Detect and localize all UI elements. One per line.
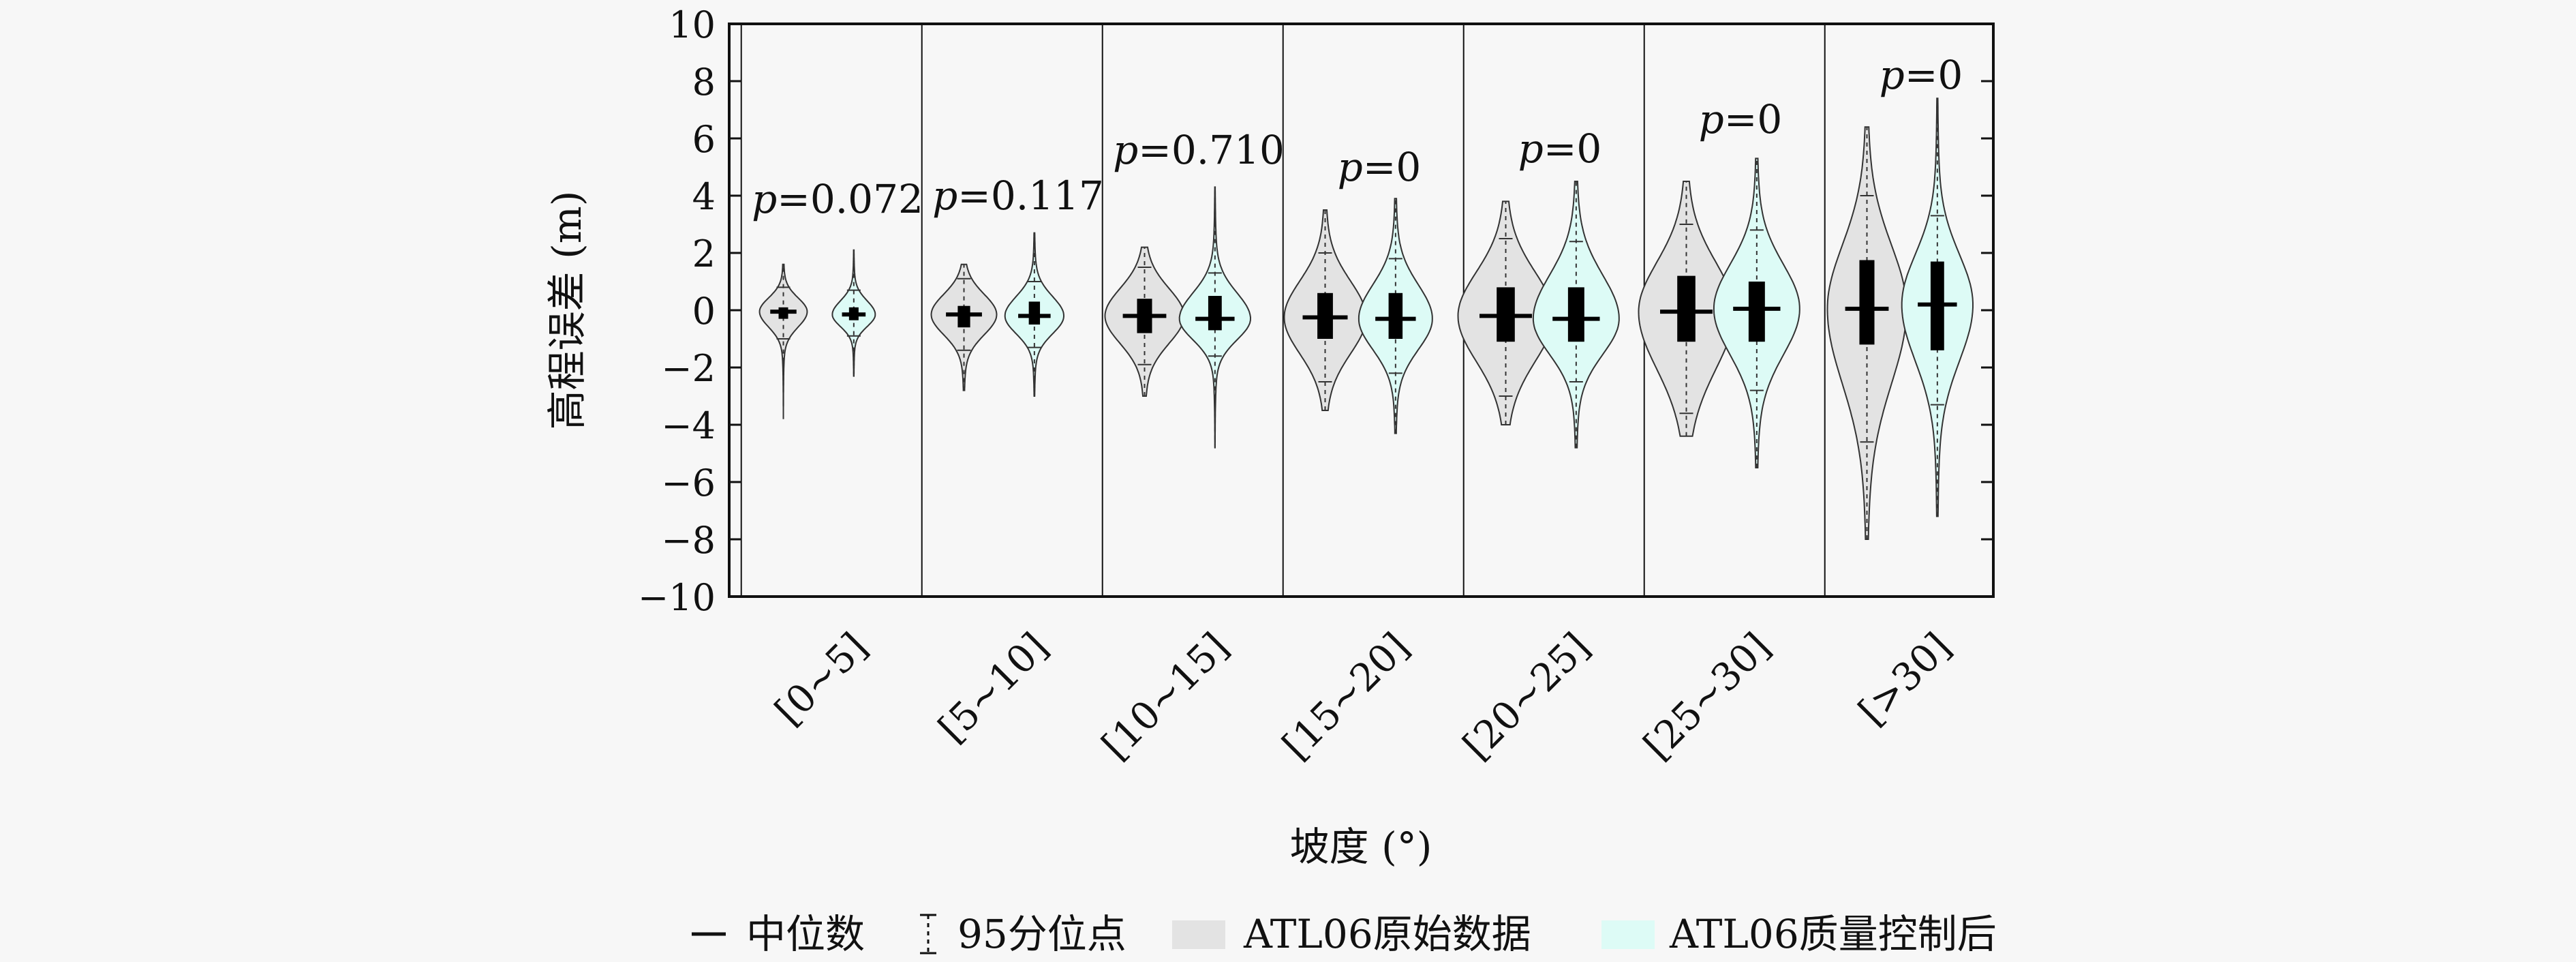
p-value-label: p=0 xyxy=(1518,125,1602,172)
legend-median-label: 中位数 xyxy=(746,911,865,957)
y-tick-label: −8 xyxy=(661,519,716,562)
legend-raw-label: ATL06原始数据 xyxy=(1243,911,1531,957)
iqr-box xyxy=(957,305,970,328)
y-tick-label: −6 xyxy=(661,462,716,505)
p-value-label: p=0.710 xyxy=(1113,127,1285,173)
iqr-box xyxy=(1208,296,1222,331)
x-tick-label: [5~10] xyxy=(930,625,1057,751)
y-tick-label: 10 xyxy=(669,3,716,46)
iqr-box xyxy=(1748,282,1765,342)
iqr-box xyxy=(1859,260,1875,345)
x-tick-label: [>30] xyxy=(1850,625,1959,734)
legend: 中位数 95分位点 ATL06原始数据 ATL06质量控制后 xyxy=(692,911,1997,957)
x-axis-label: 坡度 (°) xyxy=(1290,824,1432,870)
x-axis: [0~5] [5~10] [10~15] [15~20] [20~25] [25~30] [… xyxy=(767,625,1959,768)
y-tick-label: 0 xyxy=(692,290,716,333)
y-axis: 10 8 6 4 2 0 −2 −4 −6 −8 −10 xyxy=(638,3,1993,619)
x-tick-label: [25~30] xyxy=(1636,625,1779,768)
x-tick-label: [20~25] xyxy=(1455,625,1599,768)
legend-qc-label: ATL06质量控制后 xyxy=(1669,911,1997,957)
plot-layer xyxy=(740,24,1974,597)
y-tick-label: 2 xyxy=(692,232,716,275)
legend-percentile-label: 95分位点 xyxy=(957,911,1126,957)
iqr-box xyxy=(1677,275,1696,342)
legend-raw-swatch xyxy=(1172,920,1225,949)
p-value-label: p=0.117 xyxy=(932,172,1104,219)
y-tick-label: 6 xyxy=(692,118,716,161)
iqr-box xyxy=(1388,292,1403,339)
x-tick-label: [10~15] xyxy=(1094,625,1238,768)
y-tick-label: 4 xyxy=(692,175,716,218)
legend-qc-swatch xyxy=(1601,920,1655,949)
p-value-label: p=0 xyxy=(1338,144,1422,190)
y-tick-label: −2 xyxy=(661,347,716,390)
iqr-box xyxy=(1567,287,1584,342)
x-tick-label: [0~5] xyxy=(767,625,876,734)
y-tick-label: −10 xyxy=(638,576,716,619)
x-tick-label: [15~20] xyxy=(1274,625,1418,768)
legend-percentile-icon xyxy=(920,914,936,955)
y-axis-label: 高程误差 (m) xyxy=(544,191,590,430)
y-tick-label: −4 xyxy=(661,404,716,447)
p-value-label: p=0 xyxy=(1880,52,1963,98)
iqr-box xyxy=(1028,301,1041,325)
y-tick-label: 8 xyxy=(692,61,716,104)
p-value-label: p=0 xyxy=(1699,96,1783,142)
p-value-label: p=0.072 xyxy=(752,176,923,222)
